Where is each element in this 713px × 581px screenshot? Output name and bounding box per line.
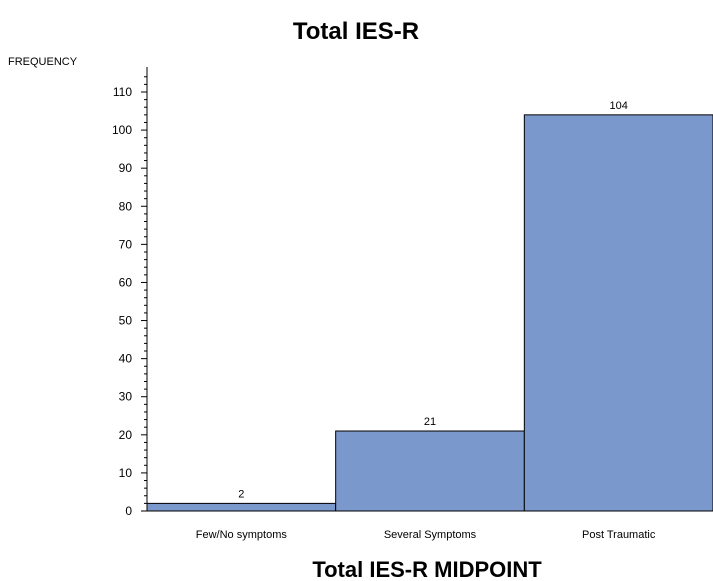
y-tick-label: 10 (119, 466, 133, 480)
bars-group: 2 21 104 (146, 100, 713, 512)
y-tick-label: 80 (119, 199, 133, 213)
y-axis: 0 10 20 30 40 50 60 70 80 90 100 110 (112, 67, 148, 518)
x-axis: Few/No symptoms Several Symptoms Post Trau… (147, 510, 713, 541)
y-tick-label: 90 (119, 161, 133, 175)
y-axis-label: FREQUENCY (8, 56, 78, 68)
y-tick-label: 60 (119, 275, 133, 289)
y-tick-label: 0 (125, 504, 132, 518)
y-tick-label: 70 (119, 237, 133, 251)
x-category-label: Several Symptoms (384, 529, 477, 541)
bar-value-label: 104 (609, 100, 627, 112)
y-tick-label: 40 (119, 352, 133, 366)
x-category-label: Post Traumatic (582, 529, 656, 541)
bar (146, 502, 337, 512)
bar (523, 114, 713, 512)
x-category-label: Few/No symptoms (196, 529, 288, 541)
bar-value-label: 2 (238, 488, 244, 500)
x-axis-label: Total IES-R MIDPOINT (312, 557, 542, 581)
y-tick-label: 110 (113, 85, 132, 99)
bar-value-label: 21 (424, 416, 436, 428)
y-tick-label: 20 (119, 428, 133, 442)
bar (335, 430, 525, 512)
y-tick-label: 50 (119, 314, 133, 328)
y-tick-label: 100 (112, 123, 132, 137)
y-tick-label: 30 (119, 390, 133, 404)
chart-title: Total IES-R (293, 18, 419, 45)
